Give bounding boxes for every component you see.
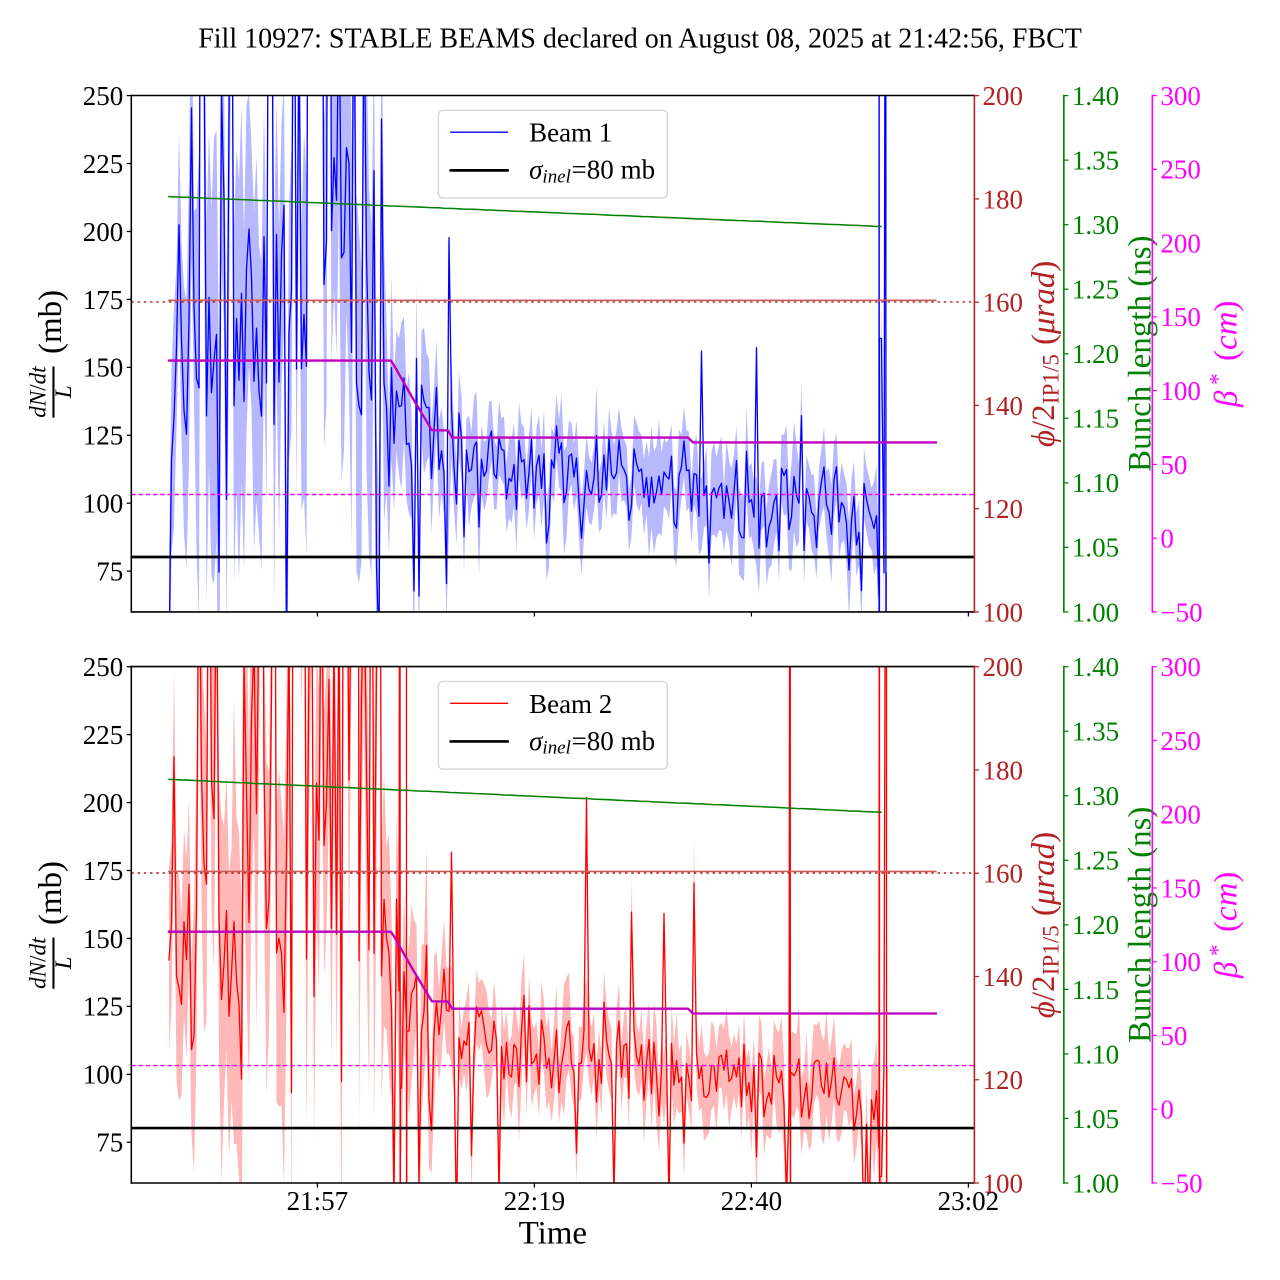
svg-text:1.10: 1.10 [1072, 468, 1119, 498]
svg-text:1.10: 1.10 [1072, 1039, 1119, 1069]
svg-text:150: 150 [1160, 302, 1200, 332]
svg-text:125: 125 [83, 992, 124, 1022]
svg-text:300: 300 [1160, 652, 1200, 682]
svg-text:β c m *: β c m * ( ) [1205, 300, 1245, 407]
svg-text:75: 75 [96, 557, 123, 587]
svg-text:Fill 10927: STABLE BEAMS decla: Fill 10927: STABLE BEAMS declared on Aug… [198, 24, 1082, 55]
svg-text:1.00: 1.00 [1072, 1168, 1119, 1198]
svg-text:σ i n e: σ i n e l = 8 0 m b [529, 726, 655, 759]
svg-text:200: 200 [1160, 228, 1200, 258]
svg-text:225: 225 [83, 720, 124, 750]
svg-text:180: 180 [982, 184, 1022, 214]
svg-text:ϕ μ r a: ϕ μ r a d / 2 ( ) I P 1 / 5 [1026, 826, 1064, 1018]
svg-text:1.30: 1.30 [1072, 210, 1119, 240]
svg-text:1.15: 1.15 [1072, 404, 1119, 434]
svg-text:1.25: 1.25 [1072, 275, 1119, 305]
svg-text:150: 150 [1160, 873, 1200, 903]
svg-text:1.00: 1.00 [1072, 597, 1119, 627]
svg-text:Beam 2: Beam 2 [529, 689, 612, 719]
svg-text:1.25: 1.25 [1072, 846, 1119, 876]
svg-text:200: 200 [982, 81, 1022, 111]
svg-text:Time: Time [519, 1215, 587, 1251]
svg-text:100: 100 [83, 1060, 124, 1090]
svg-text:100: 100 [1160, 947, 1200, 977]
svg-text:ϕ μ r a: ϕ μ r a d / 2 ( ) I P 1 / 5 [1026, 255, 1064, 447]
svg-text:100: 100 [1160, 376, 1200, 406]
svg-text:σ i n e: σ i n e l = 8 0 m b [529, 155, 655, 188]
svg-text:−50: −50 [1160, 597, 1202, 627]
svg-text:160: 160 [982, 288, 1022, 318]
svg-text:200: 200 [83, 217, 124, 247]
svg-text:1.05: 1.05 [1072, 533, 1119, 563]
svg-text:1.15: 1.15 [1072, 975, 1119, 1005]
svg-text:175: 175 [83, 285, 124, 315]
svg-text:1.20: 1.20 [1072, 339, 1119, 369]
svg-text:100: 100 [982, 597, 1022, 627]
svg-text:200: 200 [83, 788, 124, 818]
svg-text:300: 300 [1160, 81, 1200, 111]
svg-text:21:57: 21:57 [287, 1186, 349, 1216]
svg-text:β c m *: β c m * ( ) [1205, 872, 1245, 979]
svg-text:140: 140 [982, 391, 1022, 421]
svg-text:Beam 1: Beam 1 [529, 118, 612, 148]
svg-text:1.05: 1.05 [1072, 1104, 1119, 1134]
svg-text:100: 100 [982, 1168, 1022, 1198]
svg-text:1.40: 1.40 [1072, 652, 1119, 682]
svg-text:23:02: 23:02 [938, 1186, 1000, 1216]
svg-text:1.40: 1.40 [1072, 81, 1119, 111]
svg-text:−50: −50 [1160, 1168, 1202, 1198]
svg-text:225: 225 [83, 149, 124, 179]
svg-text:150: 150 [83, 924, 124, 954]
svg-text:50: 50 [1160, 450, 1187, 480]
svg-text:d N L d: d N L d t / ( m b ) [24, 861, 76, 989]
svg-text:1.20: 1.20 [1072, 910, 1119, 940]
svg-text:75: 75 [96, 1128, 123, 1158]
svg-text:175: 175 [83, 856, 124, 886]
svg-text:125: 125 [83, 421, 124, 451]
svg-text:140: 140 [982, 962, 1022, 992]
svg-text:1.30: 1.30 [1072, 781, 1119, 811]
svg-text:0: 0 [1160, 524, 1173, 554]
svg-text:120: 120 [982, 494, 1022, 524]
svg-text:250: 250 [83, 652, 124, 682]
svg-text:1.35: 1.35 [1072, 717, 1119, 747]
svg-text:180: 180 [982, 755, 1022, 785]
svg-text:22:19: 22:19 [504, 1186, 566, 1216]
svg-text:d N L d: d N L d t / ( m b ) [24, 290, 76, 418]
svg-text:120: 120 [982, 1065, 1022, 1095]
svg-text:50: 50 [1160, 1021, 1187, 1051]
svg-text:22:40: 22:40 [721, 1186, 783, 1216]
svg-text:250: 250 [1160, 726, 1200, 756]
svg-text:1.35: 1.35 [1072, 146, 1119, 176]
svg-text:100: 100 [83, 489, 124, 519]
svg-text:250: 250 [1160, 155, 1200, 185]
svg-text:250: 250 [83, 81, 124, 111]
svg-text:160: 160 [982, 859, 1022, 889]
svg-text:200: 200 [1160, 800, 1200, 830]
svg-text:200: 200 [982, 652, 1022, 682]
svg-text:0: 0 [1160, 1095, 1173, 1125]
svg-text:150: 150 [83, 353, 124, 383]
